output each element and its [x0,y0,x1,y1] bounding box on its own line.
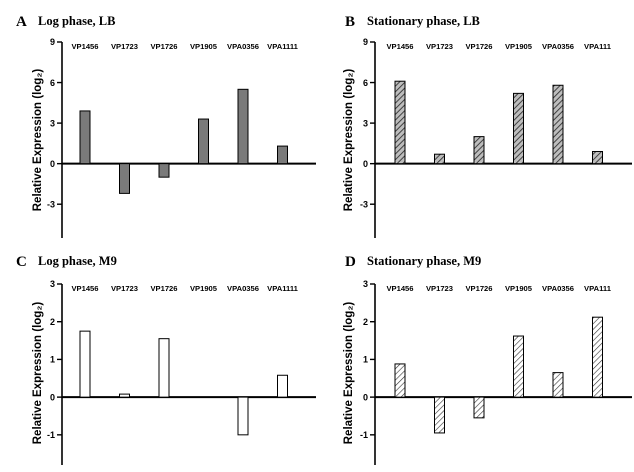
panel-title: Stationary phase, M9 [367,254,481,268]
bar-vp1723 [119,393,130,398]
y-tick-label: 3 [50,279,55,289]
category-label: VP1726 [150,284,177,293]
bar-vp1905 [513,335,524,398]
category-label: VPA1111 [267,284,298,293]
category-label: VP1723 [111,42,138,51]
category-label: VP1456 [386,42,413,51]
y-axis-label: Relative Expression (log₂) [32,302,44,445]
y-tick-label: 3 [50,118,55,128]
category-label: VP1723 [111,284,138,293]
category-label: VP1723 [426,284,453,293]
y-tick-label: 0 [363,392,368,402]
y-tick-label: 9 [50,37,55,47]
bar-vp1456 [79,330,91,398]
y-tick-label: 0 [50,392,55,402]
category-label: VP1456 [71,284,98,293]
bar-vp1456 [79,110,91,165]
category-label: VPA1111 [267,42,298,51]
bar-vp1905 [513,92,524,165]
category-label: VP1726 [465,284,492,293]
category-label: VP1905 [190,42,218,51]
y-tick-label: 9 [363,37,368,47]
bar-vp1456 [394,80,406,165]
y-tick-label: -1 [47,430,55,440]
category-label: VP1905 [505,284,533,293]
category-label: VP1726 [465,42,492,51]
category-label: VP1723 [426,42,453,51]
y-axis-label: Relative Expression (log₂) [32,69,44,212]
bar-vpa0356 [552,372,564,398]
panel-letter: C [16,254,27,270]
bar-vpa111 [592,150,603,165]
category-label: VP1726 [150,42,177,51]
category-label: VP1456 [386,284,413,293]
bar-vp1723 [434,396,445,434]
bar-vp1726 [473,136,485,165]
y-tick-label: -3 [360,199,368,209]
y-tick-label: -1 [360,430,368,440]
chart-panel-b: B Stationary phase, LB 9 6 3 0 -3 Relative Expr… [343,14,632,238]
bar-vp1726 [473,396,485,419]
bar-vp1723 [434,153,445,165]
bar-vpa0356 [237,396,249,436]
bar-vp1723 [119,163,130,194]
category-label: VP1456 [71,42,98,51]
bar-vp1456 [394,363,406,398]
bar-vp1726 [158,163,170,178]
y-tick-label: 6 [363,78,368,88]
panel-letter: D [345,254,356,270]
category-label: VP1905 [505,42,533,51]
panel-title: Log phase, LB [38,14,115,28]
panel-letter: B [345,14,355,30]
bar-vpa0356 [237,88,249,165]
panel-title: Log phase, M9 [38,254,117,268]
bar-vpa111 [592,316,603,398]
category-label: VP1905 [190,284,218,293]
y-tick-label: 2 [50,317,55,327]
y-axis-label: Relative Expression (log₂) [343,302,355,445]
y-tick-label: -3 [47,199,55,209]
category-label: VPA111 [584,42,612,51]
y-tick-label: 0 [363,159,368,169]
category-label: VPA0356 [227,284,259,293]
category-label: VPA0356 [227,42,259,51]
panel-title: Stationary phase, LB [367,14,480,28]
y-tick-label: 6 [50,78,55,88]
chart-panel-d: D Stationary phase, M9 3 2 1 0 -1 Relative Expr… [343,254,632,465]
category-label: VPA0356 [542,42,574,51]
category-label: VPA0356 [542,284,574,293]
bar-vpa1111 [277,145,288,165]
y-tick-label: 1 [50,355,55,365]
bar-vpa1111 [277,374,288,398]
bar-vp1905 [198,118,209,165]
panel-letter: A [16,14,27,30]
y-tick-label: 3 [363,279,368,289]
bar-vpa0356 [552,84,564,165]
y-tick-label: 2 [363,317,368,327]
y-tick-label: 1 [363,355,368,365]
y-tick-label: 3 [363,118,368,128]
y-tick-label: 0 [50,159,55,169]
category-label: VPA111 [584,284,612,293]
bar-vp1726 [158,338,170,398]
y-axis-label: Relative Expression (log₂) [343,69,355,212]
